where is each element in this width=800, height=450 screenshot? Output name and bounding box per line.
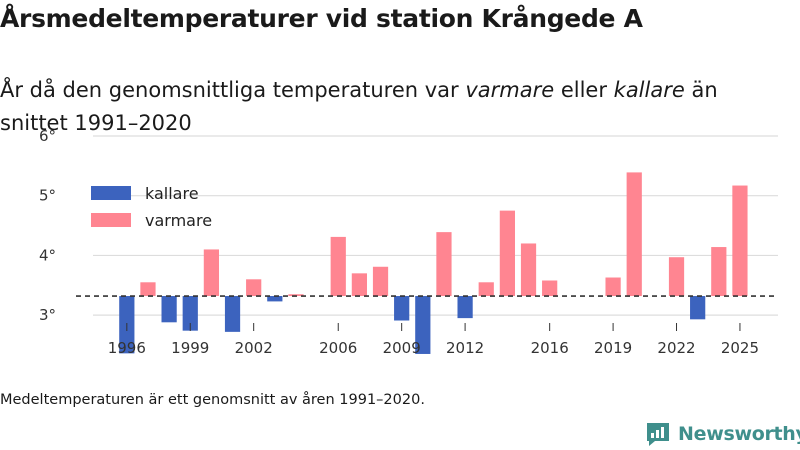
bar-2022 [668, 257, 685, 297]
bar-2025 [732, 185, 748, 297]
x-tick-label: 2016 [531, 339, 569, 357]
bar-2000 [203, 249, 220, 297]
subtitle-prefix: År då den genomsnittliga temperaturen va… [0, 78, 466, 102]
bar-2004 [288, 294, 304, 297]
x-tick-label: 1999 [171, 339, 209, 357]
bar-2016 [542, 280, 558, 297]
legend: kallare varmare [91, 184, 212, 230]
y-tick-label: 3° [39, 306, 56, 324]
bar-2020 [626, 172, 642, 297]
x-axis: 1996 1999 2002 2006 2009 2012 2016 2019 2022 2025 [108, 323, 759, 357]
gridlines [93, 135, 778, 316]
chart-subtitle: År då den genomsnittliga temperaturen va… [0, 74, 790, 140]
bar-chart-logo-icon [647, 423, 669, 446]
chart-title: Årsmedeltemperaturer vid station Krånged… [0, 4, 643, 33]
subtitle-middle: eller [554, 78, 614, 102]
bar-2006 [330, 236, 346, 297]
legend-swatch-warmer [91, 213, 131, 227]
bar-2019 [605, 277, 621, 297]
bar-1998 [161, 296, 177, 323]
y-tick-label: 5° [39, 187, 56, 205]
bar-2011 [436, 232, 452, 297]
bar-chart: 3° 4° 5° 6° 1996 1999 2002 2006 2009 2012 2016 201… [39, 127, 778, 357]
x-tick-label: 2019 [594, 339, 632, 357]
brand-name: Newsworthy [678, 423, 800, 445]
x-tick-label: 2012 [446, 339, 484, 357]
bar-2013 [478, 282, 494, 297]
x-tick-label: 2002 [235, 339, 273, 357]
x-tick-label: 2025 [721, 339, 759, 357]
x-tick-label: 2006 [319, 339, 357, 357]
x-tick-label: 2022 [657, 339, 695, 357]
bars [119, 172, 748, 354]
x-tick-label: 2009 [383, 339, 421, 357]
subtitle-suffix: än snittet 1991–2020 [0, 78, 718, 135]
bar-2003 [267, 296, 283, 302]
bar-2012 [457, 296, 473, 319]
legend-swatch-colder [91, 186, 131, 200]
bar-2014 [499, 210, 515, 297]
subtitle-colder: kallare [613, 78, 685, 102]
y-axis-labels: 3° 4° 5° 6° [39, 127, 56, 324]
bar-2007 [351, 273, 367, 297]
subtitle-warmer: varmare [465, 78, 555, 102]
bar-2008 [372, 266, 389, 297]
x-tick-label: 1996 [108, 339, 146, 357]
bar-2010 [415, 296, 431, 354]
bar-2023 [690, 296, 706, 320]
y-tick-label: 4° [39, 246, 56, 264]
bar-1997 [140, 282, 156, 297]
bar-2002 [246, 279, 262, 297]
legend-label-colder: kallare [145, 184, 199, 203]
brand-logo: Newsworthy [645, 421, 800, 447]
bar-2009 [394, 296, 410, 321]
bar-2001 [224, 296, 241, 332]
bar-2024 [711, 247, 727, 297]
y-tick-label: 6° [39, 127, 56, 145]
bar-1999 [182, 296, 198, 331]
footnote: Medeltemperaturen är ett genomsnitt av å… [0, 392, 425, 408]
bar-2015 [520, 243, 537, 297]
legend-label-warmer: varmare [145, 211, 212, 230]
